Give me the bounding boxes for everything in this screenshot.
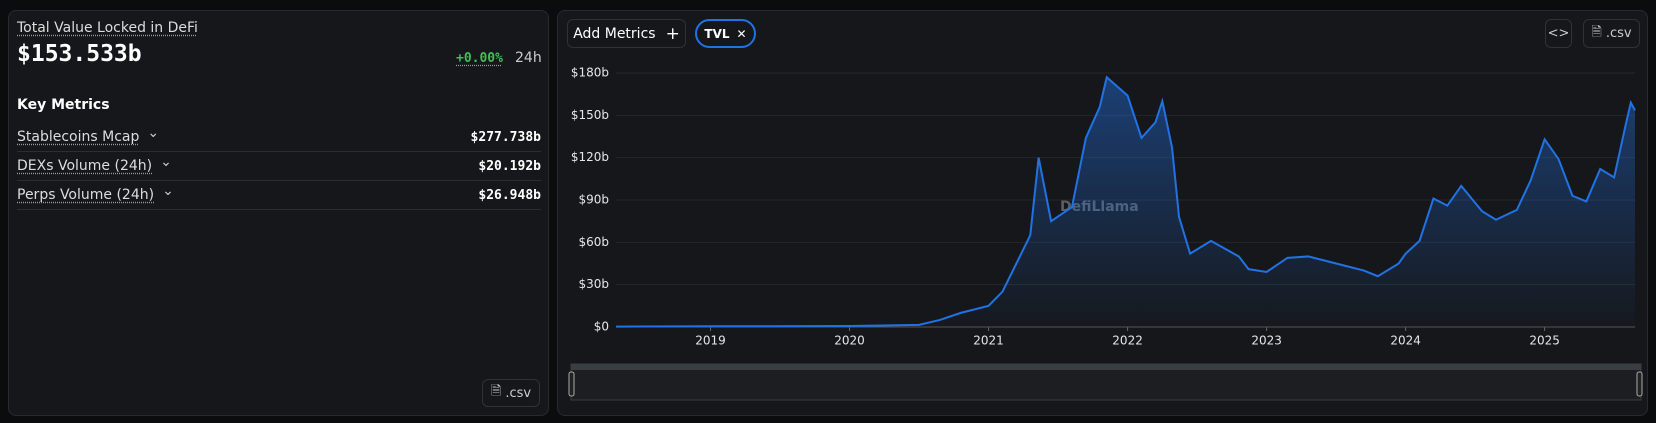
brush-handle[interactable] [568,371,575,397]
area-fill [616,77,1635,327]
add-metrics-label[interactable]: Add Metrics [573,25,656,42]
metric-row[interactable]: Stablecoins Mcap ⌄ $277.738b [17,123,541,152]
tvl-period: 24h [515,50,542,66]
summary-panel: Total Value Locked in DeFi $153.533b +0.… [8,10,549,416]
tvl-chip[interactable]: TVL ✕ [695,19,756,48]
tvl-change: +0.00% [456,51,503,66]
tvl-line [615,75,1636,328]
csv-button[interactable]: 🗎 .csv [1583,19,1640,48]
tvl-value: $153.533b [17,41,142,67]
metric-row[interactable]: Perps Volume (24h) ⌄ $26.948b [17,181,541,210]
x-tick-label: 2020 [834,334,865,348]
y-tick-label: $180b [571,66,609,80]
x-tick-label: 2021 [973,334,1004,348]
y-tick-label: $60b [578,235,609,249]
metric-row[interactable]: DEXs Volume (24h) ⌄ $20.192b [17,152,541,181]
x-tick-label: 2023 [1251,334,1282,348]
csv-button[interactable]: 🗎 .csv [482,379,540,407]
y-tick-label: $150b [571,108,609,122]
brush-handle[interactable] [1636,371,1643,397]
key-metrics-title: Key Metrics [17,97,110,113]
x-tick-label: 2019 [695,334,726,348]
x-tick-label: 2024 [1390,334,1421,348]
metric-label[interactable]: DEXs Volume (24h) ⌄ [17,154,172,174]
brush-handle-bar[interactable] [571,364,1641,370]
metric-value: $20.192b [478,159,541,174]
y-tick-label: $30b [578,277,609,291]
metric-value: $26.948b [478,188,541,203]
add-metrics-button[interactable]: Add Metrics + [567,19,686,48]
metric-value: $277.738b [470,130,541,145]
csv-label[interactable]: .csv [1605,26,1632,41]
metric-label[interactable]: Perps Volume (24h) ⌄ [17,183,174,203]
y-tick-label: $120b [571,150,609,164]
x-tick-label: 2022 [1112,334,1143,348]
metric-label[interactable]: Stablecoins Mcap ⌄ [17,125,160,145]
chip-label[interactable]: TVL [704,26,730,41]
csv-label[interactable]: .csv [505,385,532,401]
tvl-title: Total Value Locked in DeFi [17,20,198,36]
y-tick-label: $90b [578,193,609,207]
x-tick-label: 2025 [1529,334,1560,348]
embed-button[interactable]: <> [1545,19,1572,48]
y-tick-label: $0 [594,320,609,334]
